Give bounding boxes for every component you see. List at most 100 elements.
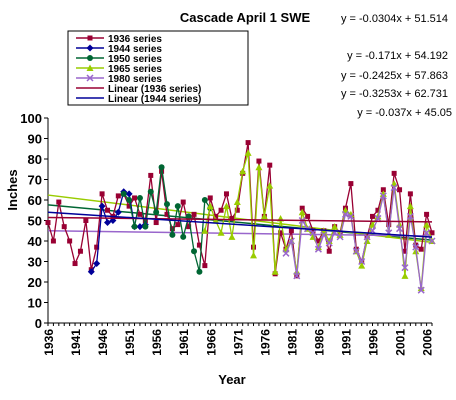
legend-label: 1936 series	[108, 34, 162, 45]
x-tick-label: 1946	[96, 329, 110, 356]
data-point	[164, 211, 170, 217]
data-point	[104, 207, 110, 213]
x-tick-label: 1976	[258, 329, 272, 356]
data-point	[228, 233, 236, 240]
data-point	[336, 233, 344, 241]
data-point	[363, 233, 371, 241]
data-point	[87, 268, 95, 276]
data-point	[169, 226, 175, 232]
data-point	[358, 257, 366, 266]
data-point	[213, 213, 219, 219]
legend-label: 1950 series	[108, 54, 162, 65]
data-point	[115, 193, 121, 199]
data-point	[86, 44, 94, 52]
data-point	[103, 219, 111, 227]
data-point	[310, 228, 316, 234]
y-axis-label: Inches	[5, 169, 20, 210]
y-tick-label: 90	[28, 132, 42, 147]
data-point	[87, 35, 93, 41]
trendline-6	[47, 211, 433, 238]
x-tick-label: 1936	[42, 329, 56, 356]
data-point	[406, 202, 414, 210]
data-point	[86, 64, 94, 71]
y-tick-label: 10	[28, 296, 42, 311]
legend-label: Linear (1944 series)	[108, 94, 201, 105]
data-point	[314, 243, 322, 251]
data-point	[402, 248, 408, 254]
y-tick-label: 70	[28, 173, 42, 188]
data-point	[266, 182, 274, 189]
equation-label: y = -0.2425x + 57.863	[341, 70, 448, 82]
data-point	[61, 224, 67, 230]
data-point	[375, 207, 381, 213]
x-tick-label: 1996	[367, 329, 381, 356]
data-point	[379, 190, 387, 197]
data-point	[142, 223, 149, 230]
data-point	[86, 74, 94, 82]
data-point	[374, 214, 382, 222]
data-point	[325, 237, 333, 244]
data-point	[386, 222, 392, 228]
equation-label: y = -0.037x + 45.05	[357, 107, 452, 119]
data-point	[93, 260, 101, 268]
y-tick-label: 30	[28, 255, 42, 270]
data-point	[175, 222, 181, 228]
trendline-5	[47, 216, 433, 223]
data-point	[233, 198, 241, 206]
data-point	[326, 248, 332, 254]
data-point	[222, 202, 230, 210]
legend-label: Linear (1936 series)	[108, 84, 201, 95]
data-point	[126, 203, 132, 209]
data-point	[358, 262, 366, 269]
data-point	[94, 244, 100, 250]
data-point	[397, 187, 403, 193]
x-tick-label: 1981	[285, 329, 299, 356]
data-point	[212, 217, 220, 224]
data-point	[255, 163, 263, 171]
data-point	[315, 238, 321, 244]
x-tick-label: 1971	[231, 329, 245, 356]
data-point	[239, 167, 247, 175]
data-point	[196, 242, 202, 248]
data-point	[298, 208, 306, 216]
x-tick-label: 2001	[394, 329, 408, 356]
data-point	[223, 191, 229, 197]
data-point	[202, 263, 208, 269]
data-point	[299, 205, 305, 211]
data-point	[206, 202, 214, 210]
data-point	[331, 223, 339, 230]
series-layer	[45, 140, 436, 294]
data-point	[429, 230, 435, 236]
data-point	[201, 197, 208, 203]
data-point	[370, 213, 376, 219]
data-point	[244, 149, 252, 156]
data-point	[278, 230, 284, 236]
data-point	[99, 191, 105, 197]
data-point	[390, 184, 398, 192]
data-point	[153, 209, 160, 216]
data-point	[153, 220, 159, 226]
data-point	[120, 190, 127, 197]
chart-title: Cascade April 1 SWE	[180, 10, 311, 25]
data-point	[142, 218, 148, 223]
data-point	[401, 264, 409, 272]
x-axis-label: Year	[218, 372, 245, 387]
data-point	[72, 261, 78, 267]
x-tick-label: 2006	[421, 329, 435, 356]
data-point	[218, 207, 224, 213]
x-tick-label: 1956	[150, 329, 164, 356]
data-point	[186, 224, 192, 230]
data-point	[180, 199, 186, 205]
data-point	[137, 211, 143, 217]
x-tick-label: 1951	[123, 329, 137, 356]
data-point	[417, 286, 425, 294]
data-point	[348, 181, 354, 187]
y-tick-label: 40	[28, 234, 42, 249]
y-tick-label: 20	[28, 275, 42, 290]
data-point	[191, 211, 197, 217]
data-point	[314, 245, 322, 253]
data-point	[412, 243, 420, 251]
data-point	[229, 215, 235, 221]
data-point	[293, 272, 301, 280]
